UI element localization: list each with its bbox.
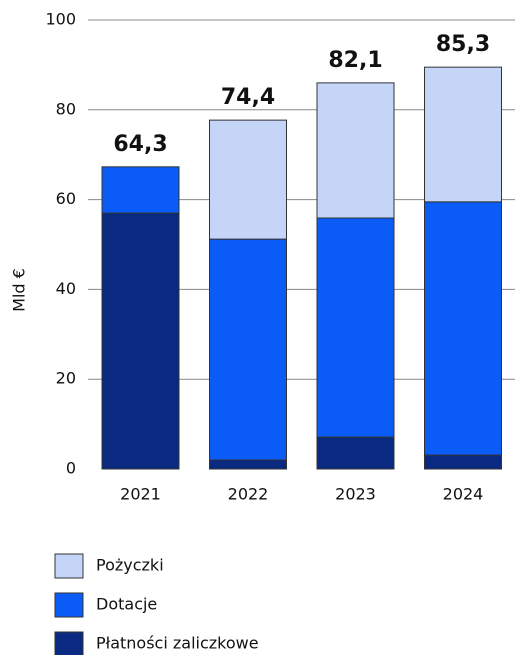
bar-segment [209, 238, 287, 461]
legend-swatch [54, 592, 84, 618]
legend-label: Pożyczki [96, 556, 164, 575]
y-tick-label: 60 [56, 189, 76, 208]
legend-swatch [54, 553, 84, 579]
legend-label: Dotacje [96, 595, 157, 614]
y-tick-label: 80 [56, 99, 76, 118]
y-tick-label: 100 [45, 10, 76, 29]
total-label: 64,3 [113, 132, 167, 157]
legend-swatch [54, 631, 84, 655]
x-tick-label: 2021 [120, 485, 161, 504]
total-label: 82,1 [328, 48, 382, 73]
bar-segment [101, 212, 180, 470]
y-tick-label: 20 [56, 369, 76, 388]
x-tick-label: 2023 [335, 485, 376, 504]
bar-segment [316, 217, 395, 438]
legend-label: Płatności zaliczkowe [96, 634, 259, 653]
x-tick-label: 2022 [228, 485, 269, 504]
y-tick-label: 0 [66, 459, 76, 478]
bar-segment [424, 454, 502, 470]
bar-segment [209, 119, 287, 240]
y-tick-label: 40 [56, 279, 76, 298]
total-label: 85,3 [436, 32, 490, 57]
bar-segment [316, 436, 395, 470]
bar-segment [316, 82, 395, 219]
bar-segment [424, 66, 502, 203]
bar-segment [101, 166, 180, 214]
y-axis-label: Mld € [10, 268, 29, 312]
x-tick-label: 2024 [443, 485, 484, 504]
bar-segment [209, 459, 287, 470]
bar-segment [424, 201, 502, 456]
total-label: 74,4 [221, 85, 275, 110]
